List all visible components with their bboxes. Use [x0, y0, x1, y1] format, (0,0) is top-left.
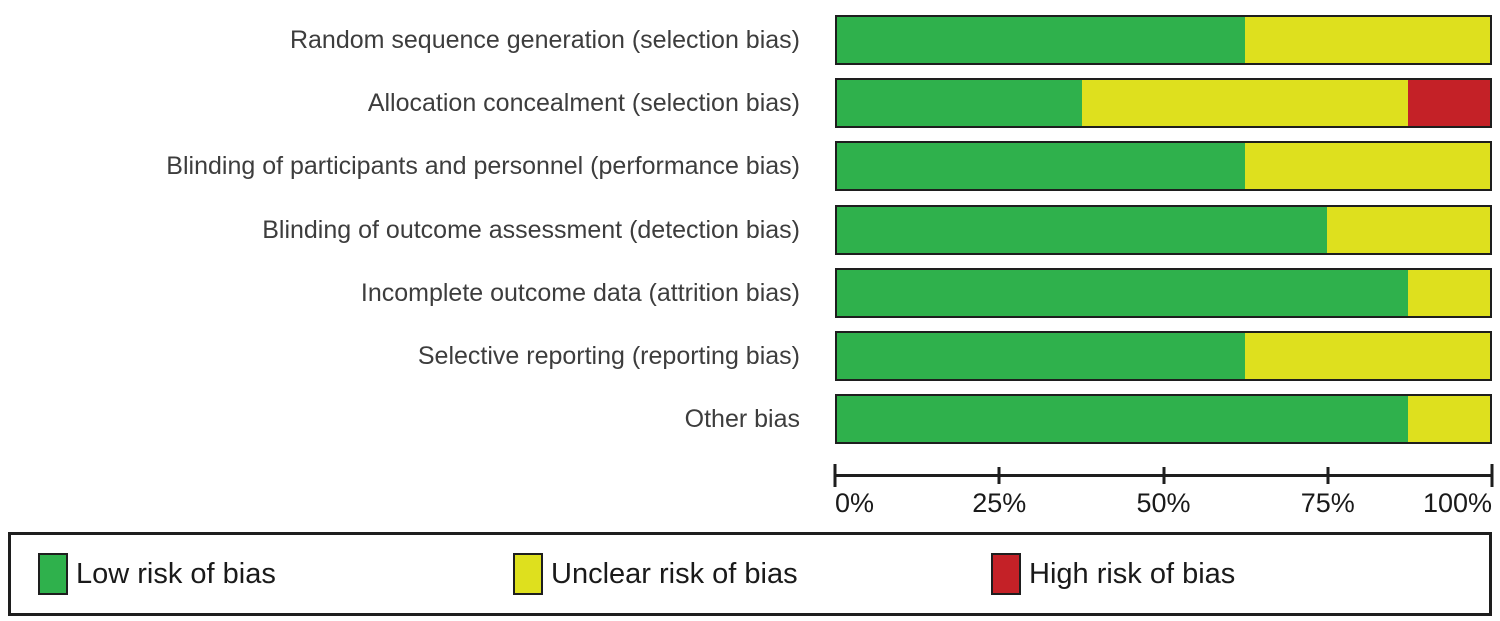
- legend: Low risk of bias Unclear risk of bias Hi…: [8, 532, 1492, 616]
- bar-segment-unclear: [1245, 17, 1490, 63]
- stacked-bar: [835, 15, 1492, 65]
- stacked-bar: [835, 78, 1492, 128]
- axis-tick: [833, 464, 837, 487]
- x-axis: 0% 25% 50% 75% 100%: [833, 455, 1494, 525]
- bar-segment-low: [837, 333, 1246, 379]
- legend-item-unclear: Unclear risk of bias: [513, 535, 798, 613]
- legend-item-low: Low risk of bias: [38, 535, 276, 613]
- legend-label-high: High risk of bias: [1029, 557, 1236, 590]
- bar-row: Random sequence generation (selection bi…: [0, 15, 1500, 65]
- bar-segment-unclear: [1081, 80, 1409, 126]
- bar-row: Incomplete outcome data (attrition bias): [0, 268, 1500, 318]
- axis-tick-label: 0%: [835, 488, 875, 518]
- category-label: Blinding of participants and personnel (…: [166, 152, 800, 180]
- legend-item-high: High risk of bias: [991, 535, 1235, 613]
- axis-tick: [997, 467, 1001, 484]
- bar-segment-low: [837, 207, 1327, 253]
- legend-label-unclear: Unclear risk of bias: [551, 557, 798, 590]
- legend-swatch-high: [991, 553, 1021, 595]
- bar-segment-low: [837, 80, 1082, 126]
- stacked-bar: [835, 331, 1492, 381]
- bar-row: Blinding of participants and personnel (…: [0, 141, 1500, 191]
- bar-segment-unclear: [1245, 143, 1490, 189]
- bar-segment-low: [837, 17, 1246, 63]
- bar-segment-low: [837, 270, 1409, 316]
- category-label: Incomplete outcome data (attrition bias): [360, 279, 800, 307]
- bar-segment-unclear: [1408, 270, 1490, 316]
- category-label: Random sequence generation (selection bi…: [289, 26, 800, 54]
- bar-segment-low: [837, 396, 1409, 442]
- category-label: Blinding of outcome assessment (detectio…: [262, 216, 800, 244]
- axis-tick-label: 100%: [1422, 488, 1492, 518]
- axis-tick: [1490, 464, 1494, 487]
- category-label: Other bias: [684, 405, 800, 433]
- bar-segment-unclear: [1326, 207, 1490, 253]
- stacked-bar: [835, 141, 1492, 191]
- legend-swatch-low: [38, 553, 68, 595]
- axis-tick-label: 25%: [972, 488, 1027, 518]
- bar-segment-unclear: [1245, 333, 1490, 379]
- bar-row: Blinding of outcome assessment (detectio…: [0, 205, 1500, 255]
- category-label: Selective reporting (reporting bias): [417, 342, 800, 370]
- bar-row: Allocation concealment (selection bias): [0, 78, 1500, 128]
- bar-row: Selective reporting (reporting bias): [0, 331, 1500, 381]
- axis-tick: [1162, 467, 1165, 484]
- legend-label-low: Low risk of bias: [76, 557, 276, 590]
- axis-tick: [1326, 467, 1330, 484]
- stacked-bar: [835, 268, 1492, 318]
- bar-segment-unclear: [1408, 396, 1490, 442]
- bar-segment-high: [1408, 80, 1490, 126]
- legend-swatch-unclear: [513, 553, 543, 595]
- stacked-bar: [835, 394, 1492, 444]
- bar-segment-low: [837, 143, 1246, 189]
- axis-tick-label: 75%: [1300, 488, 1355, 518]
- category-label: Allocation concealment (selection bias): [367, 89, 800, 117]
- axis-tick-label: 50%: [1136, 488, 1191, 518]
- stacked-bar: [835, 205, 1492, 255]
- bar-row: Other bias: [0, 394, 1500, 444]
